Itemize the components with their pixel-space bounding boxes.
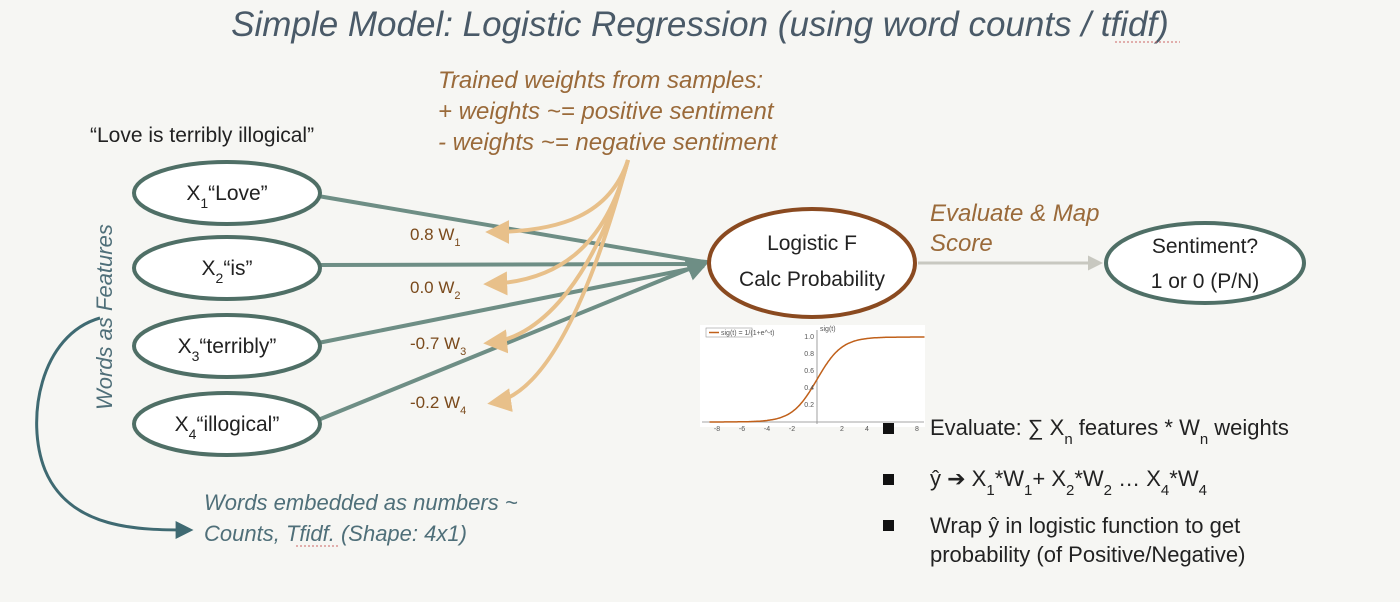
svg-text:1 or 0 (P/N): 1 or 0 (P/N) xyxy=(1151,270,1260,293)
svg-text:Wrap ŷ in logistic function to: Wrap ŷ in logistic function to get xyxy=(930,513,1240,538)
weight-arrows xyxy=(483,159,630,412)
weight-label-4: -0.2 W4 xyxy=(410,393,466,417)
sentiment-node: Sentiment? 1 or 0 (P/N) xyxy=(1104,221,1306,305)
sigmoid-curve xyxy=(709,336,925,423)
weight-label-1: 0.8 W1 xyxy=(410,225,461,249)
feature-node-3: X3“terribly” xyxy=(132,313,322,379)
sigmoid-y-tick: 0.4 xyxy=(804,385,814,392)
svg-text:Evaluate: ∑ Xn features * Wn w: Evaluate: ∑ Xn features * Wn weights xyxy=(930,415,1289,448)
weight-arrow-4 xyxy=(487,159,630,412)
svg-text:Counts, Tfidf. (Shape: 4x1): Counts, Tfidf. (Shape: 4x1) xyxy=(204,521,467,546)
sigmoid-x-tick: 8 xyxy=(915,426,919,433)
svg-text:Words embedded as numbers ~: Words embedded as numbers ~ xyxy=(204,490,518,515)
sigmoid-x-tick: -4 xyxy=(764,426,770,433)
sigmoid-x-tick: 2 xyxy=(840,426,844,433)
svg-text:Evaluate & Map: Evaluate & Map xyxy=(930,200,1099,227)
connector-x2 xyxy=(317,262,705,267)
svg-text:Calc Probability: Calc Probability xyxy=(739,268,885,291)
svg-text:X4“illogical”: X4“illogical” xyxy=(175,413,280,442)
feature-node-4: X4“illogical” xyxy=(132,391,322,457)
bullet-3: Wrap ŷ in logistic function to get proba… xyxy=(883,513,1245,567)
page-title: Simple Model: Logistic Regression (using… xyxy=(231,5,1169,44)
connector-x4 xyxy=(317,258,711,422)
sigmoid-plot: -8-6-4-22468 1.00.80.60.40.2 sig(t) = 1/… xyxy=(700,325,925,433)
svg-text:+ weights ~= positive sentimen: + weights ~= positive sentiment xyxy=(438,98,775,125)
svg-text:X3“terribly”: X3“terribly” xyxy=(178,335,277,364)
sigmoid-y-tick: 0.6 xyxy=(804,368,814,375)
svg-text:- weights ~= negative sentimen: - weights ~= negative sentiment xyxy=(438,129,778,156)
feature-node-1: X1“Love” xyxy=(132,160,322,226)
sigmoid-legend: sig(t) = 1/(1+e^-t) xyxy=(721,330,774,337)
evaluate-map-label: Evaluate & Map Score xyxy=(930,200,1099,257)
svg-text:Trained weights from samples:: Trained weights from samples: xyxy=(438,67,763,94)
svg-text:X2“is”: X2“is” xyxy=(202,257,253,286)
sigmoid-x-tick: -2 xyxy=(789,426,795,433)
svg-text:Logistic F: Logistic F xyxy=(767,232,857,255)
bullet-2: ŷ ➔ X1*W1+ X2*W2 … X4*W4 xyxy=(883,466,1207,499)
connector-x1 xyxy=(317,194,705,264)
logistic-node: Logistic F Calc Probability xyxy=(707,207,917,319)
sigmoid-y-label: sig(t) xyxy=(820,326,836,333)
svg-text:Sentiment?: Sentiment? xyxy=(1152,235,1258,258)
svg-text:Score: Score xyxy=(930,230,993,257)
sigmoid-y-tick: 0.2 xyxy=(804,402,814,409)
sigmoid-x-tick: -8 xyxy=(714,426,720,433)
svg-text:ŷ ➔ X1*W1+ X2*W2 … X4*W4: ŷ ➔ X1*W1+ X2*W2 … X4*W4 xyxy=(930,466,1207,499)
sigmoid-x-tick: -6 xyxy=(739,426,745,433)
embedding-note: Words embedded as numbers ~ Counts, Tfid… xyxy=(204,490,518,547)
sigmoid-y-tick: 0.8 xyxy=(804,351,814,358)
embedding-arrow xyxy=(35,316,194,539)
weight-arrow-3 xyxy=(483,159,630,354)
trained-weights-note: Trained weights from samples: + weights … xyxy=(438,67,778,156)
bullet-1: Evaluate: ∑ Xn features * Wn weights xyxy=(883,415,1289,448)
feature-node-2: X2“is” xyxy=(132,235,322,301)
svg-text:X1“Love”: X1“Love” xyxy=(186,182,267,211)
connector-x3 xyxy=(317,264,705,345)
svg-text:probability (of Positive/Negat: probability (of Positive/Negative) xyxy=(930,542,1245,567)
weight-arrow-1 xyxy=(485,159,630,244)
sigmoid-x-tick: 4 xyxy=(865,426,869,433)
sigmoid-y-tick: 1.0 xyxy=(804,334,814,341)
weight-label-2: 0.0 W2 xyxy=(410,278,461,302)
weight-label-3: -0.7 W3 xyxy=(410,334,466,358)
input-sentence: “Love is terribly illogical” xyxy=(90,124,314,147)
words-as-features-label: Words as Features xyxy=(92,224,117,410)
feature-connectors xyxy=(317,194,711,422)
